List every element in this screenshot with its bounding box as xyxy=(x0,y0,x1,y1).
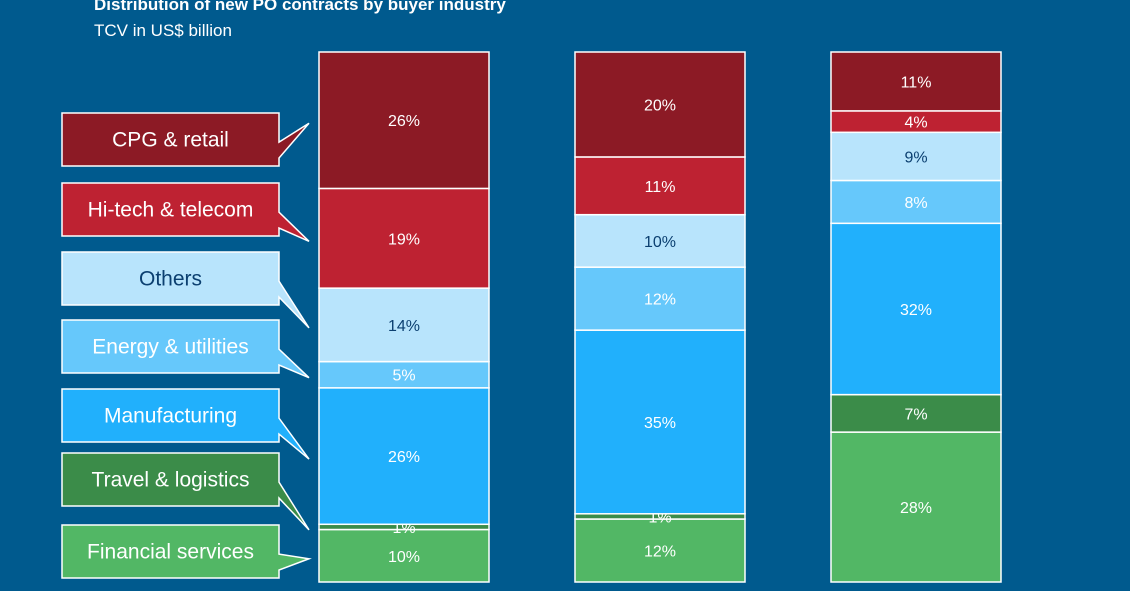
legend-label-financial-services: Financial services xyxy=(87,541,254,564)
chart-subtitle: TCV in US$ billion xyxy=(94,21,232,40)
legend-callout-financial-services xyxy=(61,524,312,579)
legend-label-cpg-and-retail: CPG & retail xyxy=(112,129,229,152)
legend-label-travel-and-logistics: Travel & logistics xyxy=(92,469,250,492)
bar-segment-others-col-3 xyxy=(830,131,1002,182)
data-label-hi-tech-and-telecom-col-2: 11% xyxy=(645,179,676,196)
chart-title: Distribution of new PO contracts by buye… xyxy=(94,0,506,14)
data-label-others-col-3: 9% xyxy=(904,149,927,166)
legend-callout-manufacturing xyxy=(61,388,310,460)
data-label-others-col-1: 14% xyxy=(388,318,420,335)
data-label-financial-services-col-2: 12% xyxy=(644,544,676,561)
legend-callout-others xyxy=(61,251,310,329)
bar-segment-others-col-1 xyxy=(318,287,490,363)
bar-segment-energy-and-utilities-col-2 xyxy=(574,266,746,331)
legend-label-manufacturing: Manufacturing xyxy=(104,405,237,428)
data-label-financial-services-col-1: 10% xyxy=(388,549,420,566)
legend-callout-hi-tech-and-telecom xyxy=(61,182,310,242)
data-label-cpg-and-retail-col-2: 20% xyxy=(644,97,676,114)
bar-segment-cpg-and-retail-col-2 xyxy=(574,51,746,158)
bar-segment-cpg-and-retail-col-3 xyxy=(830,51,1002,112)
data-label-energy-and-utilities-col-2: 12% xyxy=(644,292,676,309)
legend-callouts: CPG & retail Hi-tech & telecom Others Energ… xyxy=(61,112,312,579)
data-label-manufacturing-col-3: 32% xyxy=(900,302,932,319)
data-label-manufacturing-col-2: 35% xyxy=(644,415,676,432)
data-label-others-col-2: 10% xyxy=(644,234,676,251)
legend-label-energy-and-utilities: Energy & utilities xyxy=(92,336,248,359)
data-label-energy-and-utilities-col-3: 8% xyxy=(904,195,927,212)
data-label-manufacturing-col-1: 26% xyxy=(388,449,420,466)
legend-callout-energy-and-utilities xyxy=(61,319,310,379)
bar-segment-energy-and-utilities-col-1 xyxy=(318,360,490,389)
data-label-financial-services-col-3: 28% xyxy=(900,500,932,517)
legend-label-hi-tech-and-telecom: Hi-tech & telecom xyxy=(88,199,254,222)
bar-segment-cpg-and-retail-col-1 xyxy=(318,51,490,190)
bar-segment-hi-tech-and-telecom-col-2 xyxy=(574,156,746,216)
legend-callout-cpg-and-retail xyxy=(61,112,310,167)
data-label-hi-tech-and-telecom-col-3: 4% xyxy=(904,115,927,132)
data-label-hi-tech-and-telecom-col-1: 19% xyxy=(388,231,420,248)
bar-segment-manufacturing-col-2 xyxy=(574,329,746,515)
bars-group: 10%1%26%5%14%19%26%12%1%35%12%10%11%20%2… xyxy=(318,51,1002,583)
bar-segment-financial-services-col-1 xyxy=(318,528,490,583)
legend-label-others: Others xyxy=(139,268,202,291)
data-label-travel-and-logistics-col-3: 7% xyxy=(904,406,927,423)
bar-segment-others-col-2 xyxy=(574,213,746,268)
data-label-cpg-and-retail-col-3: 11% xyxy=(901,74,932,91)
bar-segment-financial-services-col-3 xyxy=(830,431,1002,583)
data-label-cpg-and-retail-col-1: 26% xyxy=(388,113,420,130)
bar-segment-energy-and-utilities-col-3 xyxy=(830,179,1002,225)
data-label-energy-and-utilities-col-1: 5% xyxy=(392,368,415,385)
bar-segment-manufacturing-col-1 xyxy=(318,387,490,526)
bar-segment-hi-tech-and-telecom-col-1 xyxy=(318,187,490,289)
legend-callout-travel-and-logistics xyxy=(61,452,310,531)
